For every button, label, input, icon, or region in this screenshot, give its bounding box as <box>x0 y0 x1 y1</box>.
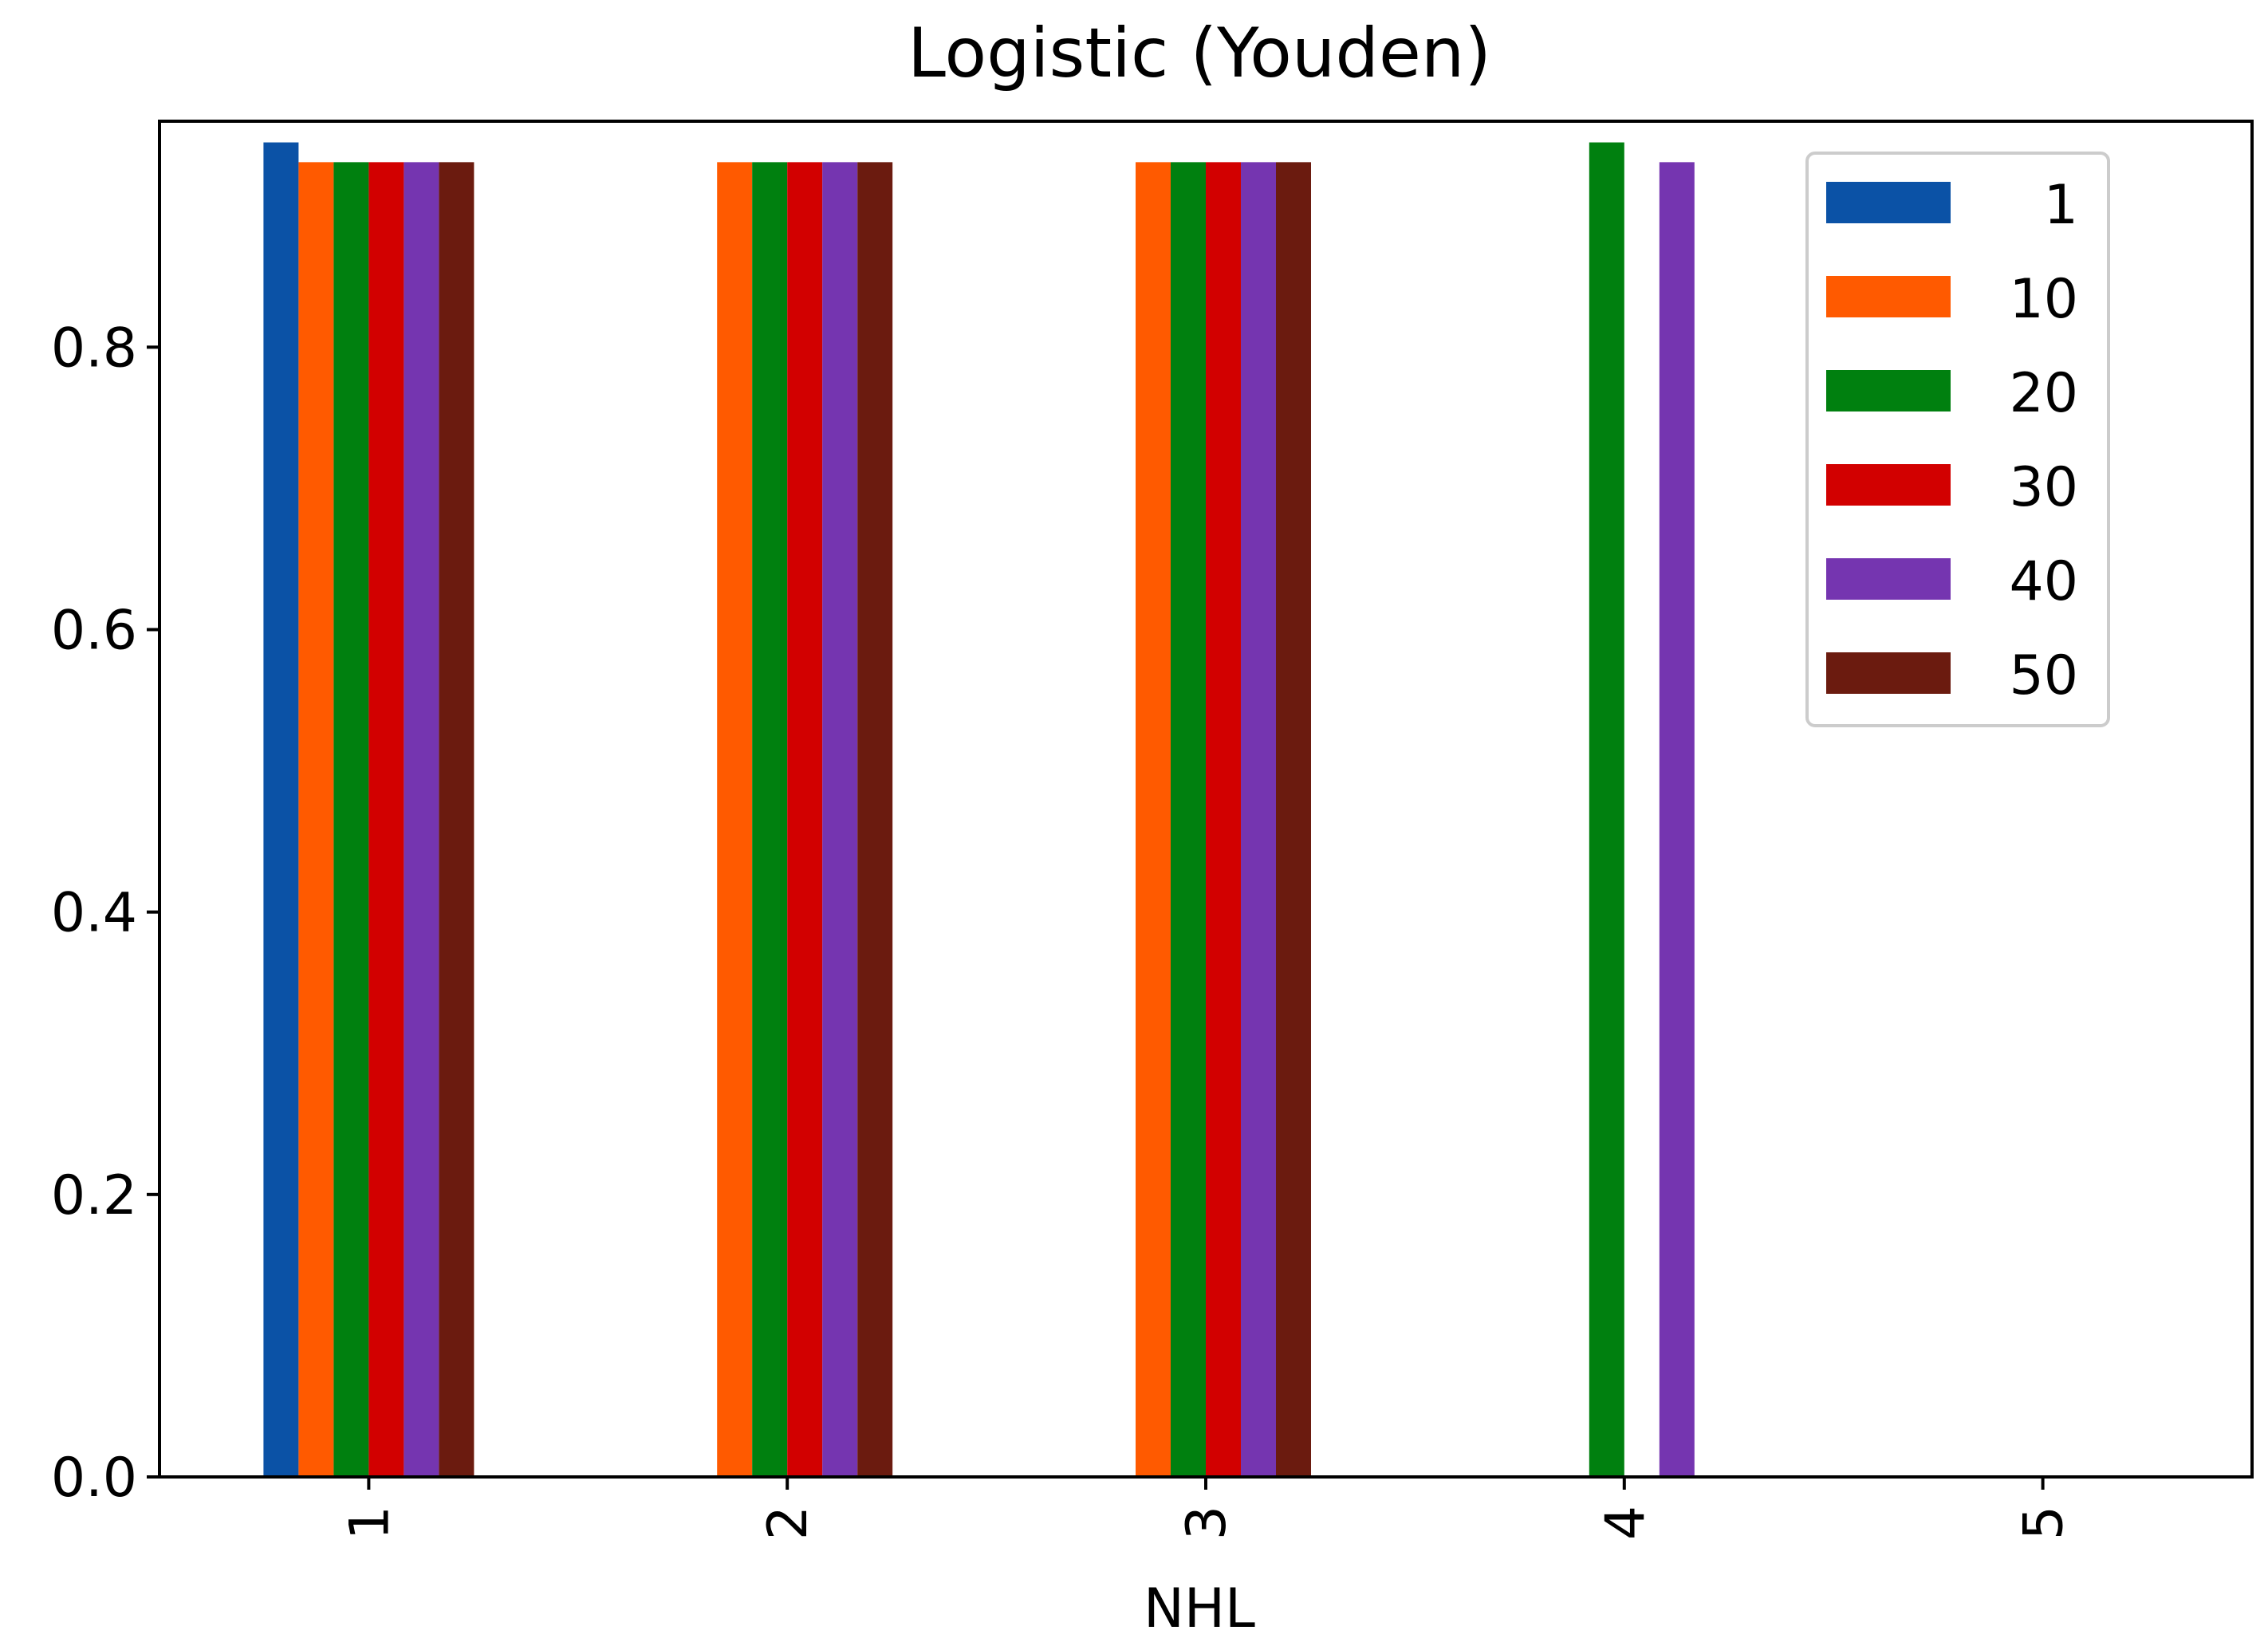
bars <box>263 142 1695 1478</box>
legend-label-40: 40 <box>2009 550 2078 613</box>
bar-2-series-40 <box>822 162 858 1478</box>
y-tick-label: 0.0 <box>51 1447 137 1510</box>
legend-label-50: 50 <box>2009 644 2078 707</box>
bar-1-series-40 <box>404 162 439 1478</box>
chart-title: Logistic (Youden) <box>908 14 1491 93</box>
x-tick-label: 5 <box>2013 1506 2076 1540</box>
bar-3-series-20 <box>1171 162 1206 1478</box>
legend-swatch-1 <box>1826 182 1951 223</box>
bar-2-series-50 <box>857 162 893 1478</box>
x-axis-label: NHL <box>1144 1577 1255 1640</box>
y-tick-label: 0.8 <box>51 317 137 380</box>
x-tick-label: 3 <box>1175 1506 1238 1540</box>
bar-1-series-20 <box>333 162 369 1478</box>
y-tick-label: 0.2 <box>51 1164 137 1227</box>
x-tick-label: 2 <box>757 1506 820 1540</box>
bar-4-series-40 <box>1659 162 1695 1478</box>
legend-swatch-30 <box>1826 464 1951 506</box>
x-tick-label: 1 <box>338 1506 401 1540</box>
legend: 1 10 20 30 40 50 <box>1805 152 2110 727</box>
bar-4-series-20 <box>1589 142 1624 1477</box>
bar-3-series-30 <box>1206 162 1241 1478</box>
legend-label-1: 1 <box>2044 174 2078 237</box>
bar-1-series-1 <box>263 142 299 1477</box>
bar-1-series-10 <box>298 162 334 1478</box>
legend-label-30: 30 <box>2009 456 2078 519</box>
legend-box <box>1805 152 2110 727</box>
legend-swatch-40 <box>1826 558 1951 600</box>
bar-3-series-40 <box>1241 162 1276 1478</box>
bar-1-series-30 <box>368 162 404 1478</box>
bar-1-series-50 <box>439 162 474 1478</box>
axes: 0.0 0.2 0.4 0.6 0.8 1 2 3 4 5 <box>51 120 2254 1540</box>
legend-swatch-10 <box>1826 276 1951 317</box>
y-tick-label: 0.6 <box>51 600 137 663</box>
legend-swatch-50 <box>1826 652 1951 694</box>
legend-label-10: 10 <box>2009 268 2078 331</box>
legend-swatch-20 <box>1826 370 1951 411</box>
bar-3-series-50 <box>1276 162 1311 1478</box>
bar-2-series-20 <box>752 162 788 1478</box>
y-tick-label: 0.4 <box>51 882 137 945</box>
bar-2-series-10 <box>717 162 753 1478</box>
bar-2-series-30 <box>787 162 823 1478</box>
legend-label-20: 20 <box>2009 362 2078 425</box>
bar-3-series-10 <box>1136 162 1171 1478</box>
x-tick-label: 4 <box>1594 1506 1657 1540</box>
